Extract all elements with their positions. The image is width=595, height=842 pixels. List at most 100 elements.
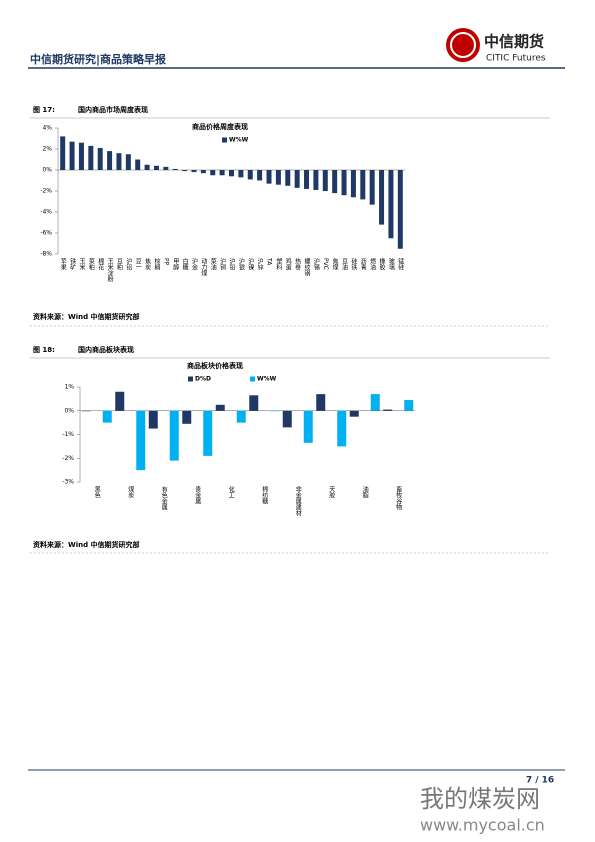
y-tick-label: -8% [40,251,52,258]
y-tick-label: 0% [42,167,52,174]
x-tick-label: 豆油 [341,258,348,271]
bar [337,410,347,447]
x-tick-label: 热卷 [294,257,301,270]
bar [81,410,91,412]
x-tick-label: 螺纹钢 [303,257,310,277]
x-tick-label: 橡胶 [378,257,385,271]
bar [285,170,291,186]
x-tick-label: 沥青 [359,257,366,271]
bar [172,168,178,170]
figure-label: 图 18: [33,345,55,354]
bar [116,153,122,170]
bar [169,410,179,461]
y-tick-label: -2% [62,455,74,462]
bar [182,410,192,424]
x-tick-label: 白糖 [181,257,188,271]
legend-label: D%D [195,376,211,383]
x-tick-label: 菜粕 [87,257,94,271]
x-tick-label: 棉纺糖 [261,485,268,505]
x-tick-label: 甲醇 [172,258,179,271]
bar [238,170,244,178]
bar [388,170,394,239]
x-tick-label: 锰硅 [397,257,404,270]
bar [383,409,393,411]
bar [210,170,216,176]
x-tick-label: 棉花 [97,257,104,271]
bar [379,170,385,225]
x-tick-label: PVC [322,258,329,270]
bar [203,410,213,456]
x-tick-label: 沪铝 [125,257,132,271]
x-tick-label: 贵金属 [194,485,201,505]
x-tick-label: 燃油 [369,257,376,271]
bar [397,170,403,249]
bar [182,170,188,172]
logo-cn: 中信期货 [484,33,544,51]
bar [229,170,234,177]
y-tick-label: 2% [42,146,52,153]
bar [266,170,272,184]
figure-label: 图 17: [33,105,55,114]
bar [69,141,75,170]
bar [200,170,206,174]
bar [215,404,225,411]
bar [78,142,84,170]
legend-swatch [250,376,255,382]
bar [249,395,259,411]
x-tick-label: 豆粕 [115,258,122,271]
bar [316,394,326,411]
x-tick-label: 鸡蛋 [284,257,291,271]
y-tick-label: 4% [42,125,52,132]
y-tick-label: -2% [40,188,52,195]
bar [369,170,375,205]
y-tick-label: 1% [64,384,74,391]
x-tick-label: 沪锌 [256,257,263,271]
bar [404,400,414,411]
bar [294,170,300,188]
bar [115,391,125,411]
y-tick-label: 0% [64,407,74,414]
x-tick-label: 苹果 [59,257,66,271]
bar [191,170,197,173]
figure-caption: 国内商品市场周度表现 [78,105,148,114]
x-tick-label: 菜油 [209,257,216,271]
bar [303,410,313,443]
bar [136,410,146,471]
x-tick-label: 沪铅 [228,257,235,271]
x-tick-label: 塑料 [275,257,282,271]
bar [163,166,169,170]
bar [313,170,319,190]
x-tick-label: 棕榈 [153,257,160,271]
x-tick-label: 玉米 [78,258,85,271]
x-tick-label: 沪锡 [312,257,319,271]
bar [153,165,159,170]
watermark-url: www.mycoal.cn [420,816,545,835]
bar [322,170,328,191]
bar [332,170,338,194]
bar [148,410,158,429]
bar [341,170,347,196]
x-tick-label: 豆一 [134,258,141,270]
bar [219,170,225,176]
x-tick-label: TA [266,257,273,266]
x-tick-label: PP [162,258,169,266]
page-number: 7 / 16 [526,776,554,786]
bar [257,170,263,181]
x-tick-label: 油脂 [361,485,368,499]
bar [282,410,292,428]
x-tick-label: 沪镍 [247,257,254,271]
x-tick-label: 有色金属 [160,485,167,511]
x-tick-label: 动力煤 [200,258,207,277]
bar [247,170,253,180]
x-tick-label: 黑色 [93,486,100,498]
watermark-name: 我的煤炭网 [420,785,540,813]
x-tick-label: 化工 [227,485,234,498]
bar [60,136,66,170]
y-tick-label: -3% [62,479,74,486]
bar [236,410,246,423]
x-tick-label: 沪金 [190,257,197,270]
bar [97,147,103,170]
legend-swatch [188,376,193,382]
x-tick-label: 畜牧谷物 [395,485,402,511]
figure-caption: 国内商品板块表现 [78,345,134,354]
